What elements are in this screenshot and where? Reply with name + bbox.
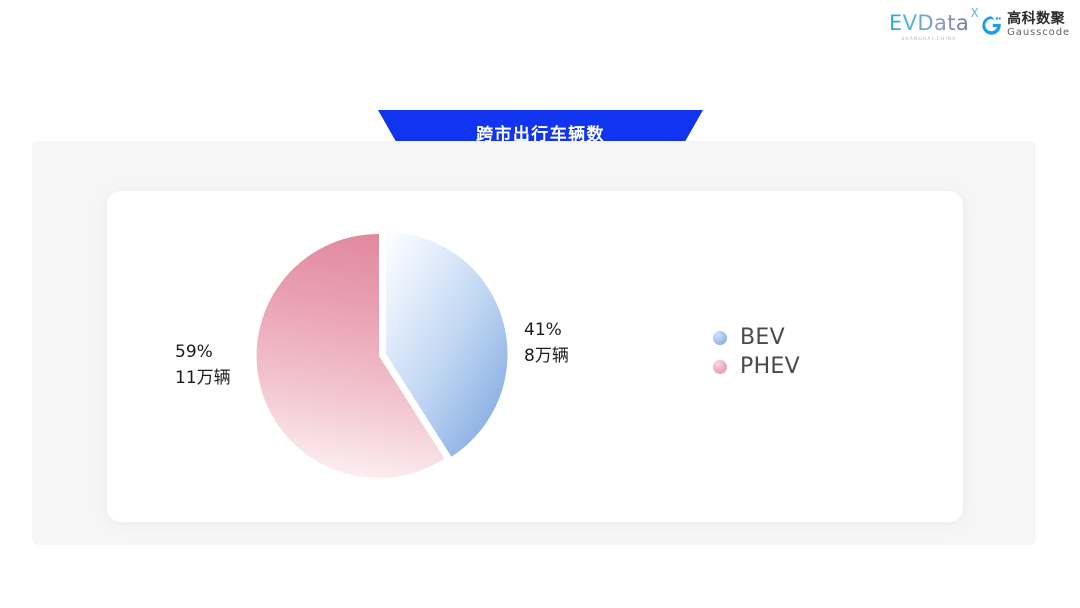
gausscode-name-cn: 高科数聚 bbox=[1007, 11, 1066, 27]
pie-slice-phev[interactable] bbox=[256, 233, 445, 478]
evdata-wordmark: EVData X bbox=[888, 7, 979, 35]
page-title: 跨市出行车辆数 bbox=[476, 124, 605, 145]
gausscode-text: 高科数聚 Gausscode bbox=[1007, 12, 1070, 38]
evdata-logo-icon: EVData X SHANGHAI CHINA bbox=[888, 7, 979, 41]
gausscode-logo: 高科数聚 Gausscode bbox=[981, 12, 1070, 38]
evdata-subtitle: SHANGHAI CHINA bbox=[901, 36, 957, 41]
evdata-superscript-x: X bbox=[970, 6, 980, 20]
gausscode-name-en: Gausscode bbox=[1007, 27, 1070, 38]
chart-card bbox=[107, 191, 963, 522]
pie-chart[interactable] bbox=[236, 211, 526, 501]
gausscode-mark-icon bbox=[982, 15, 1001, 35]
brand-bar: EVData X SHANGHAI CHINA 高科数聚 Gausscode bbox=[888, 7, 1070, 41]
evdata-wordmark-text: EVData bbox=[888, 11, 970, 35]
pie-slice-bev[interactable] bbox=[386, 232, 508, 457]
